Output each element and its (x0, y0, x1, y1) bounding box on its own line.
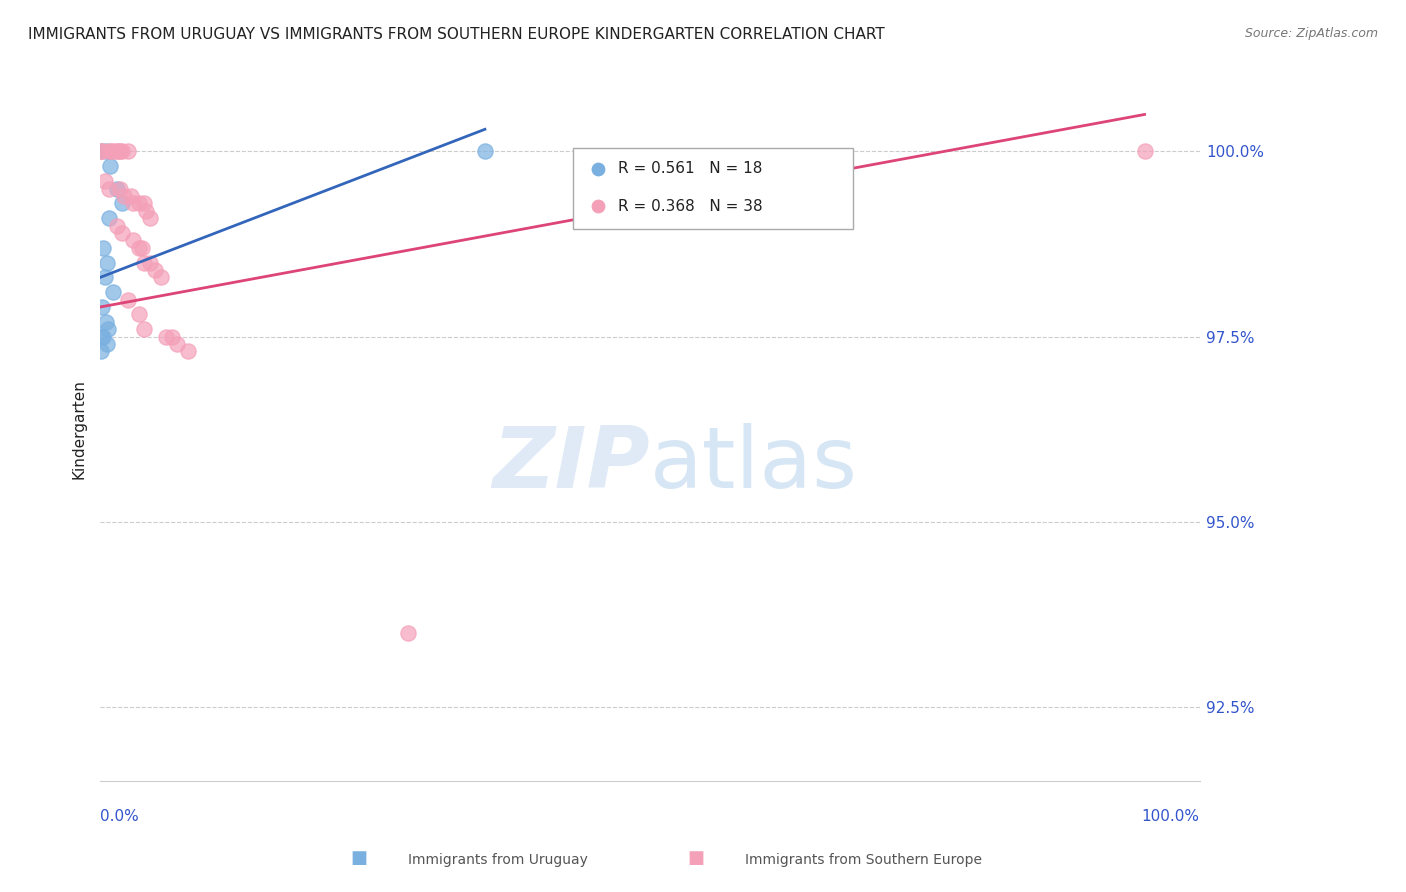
Point (97, 211, 120, 226)
Point (91, 300, 114, 314)
Point (111, 226, 134, 240)
Text: ■: ■ (350, 849, 367, 867)
Point (90, 145, 112, 159)
Point (160, 329, 183, 343)
Text: Source: ZipAtlas.com: Source: ZipAtlas.com (1244, 27, 1378, 40)
Point (135, 203, 157, 218)
Point (93, 329, 115, 343)
Point (128, 308, 150, 322)
Point (122, 196, 145, 211)
Point (1133, 145, 1156, 159)
Point (396, 626, 419, 640)
Point (149, 270, 172, 285)
Text: ■: ■ (688, 849, 704, 867)
Point (166, 337, 188, 351)
Point (108, 181, 131, 195)
Text: Immigrants from Southern Europe: Immigrants from Southern Europe (745, 853, 983, 867)
Point (108, 145, 131, 159)
Point (91, 145, 114, 159)
Point (122, 233, 145, 247)
Text: IMMIGRANTS FROM URUGUAY VS IMMIGRANTS FROM SOUTHERN EUROPE KINDERGARTEN CORRELAT: IMMIGRANTS FROM URUGUAY VS IMMIGRANTS FR… (28, 27, 884, 42)
Point (94, 145, 117, 159)
Point (97, 145, 120, 159)
Point (105, 219, 128, 233)
Point (132, 322, 155, 336)
Point (93, 174, 115, 188)
Point (97, 181, 120, 195)
Point (93, 241, 115, 255)
Text: atlas: atlas (650, 423, 858, 506)
Point (128, 241, 150, 255)
Point (90, 145, 112, 159)
Point (103, 145, 125, 159)
Point (132, 255, 155, 269)
Text: 0.0%: 0.0% (100, 809, 139, 824)
Text: 100.0%: 100.0% (1142, 809, 1199, 824)
Point (138, 255, 160, 269)
Point (138, 211, 160, 226)
Point (98, 159, 121, 173)
Point (111, 196, 134, 211)
Point (155, 329, 177, 343)
Point (94, 315, 117, 329)
Point (107, 145, 129, 159)
Y-axis label: Kindergarten: Kindergarten (72, 379, 86, 479)
Point (128, 196, 150, 211)
Point (90, 344, 112, 359)
Point (93, 270, 115, 285)
Point (143, 263, 166, 277)
FancyBboxPatch shape (572, 148, 853, 228)
Point (105, 181, 128, 195)
Point (132, 196, 155, 211)
Text: R = 0.561   N = 18: R = 0.561 N = 18 (619, 161, 762, 177)
Text: ZIP: ZIP (492, 423, 650, 506)
Point (97, 322, 120, 336)
Point (105, 145, 128, 159)
Point (177, 344, 200, 359)
Point (112, 189, 135, 203)
Point (96, 255, 118, 269)
Point (120, 189, 142, 203)
Point (474, 145, 496, 159)
Point (90, 329, 112, 343)
Point (100, 145, 122, 159)
Point (111, 145, 134, 159)
Point (117, 293, 139, 307)
Point (117, 145, 139, 159)
Point (131, 241, 153, 255)
Text: R = 0.368   N = 38: R = 0.368 N = 38 (619, 199, 762, 214)
Point (96, 337, 118, 351)
Point (103, 285, 125, 300)
Text: Immigrants from Uruguay: Immigrants from Uruguay (408, 853, 588, 867)
